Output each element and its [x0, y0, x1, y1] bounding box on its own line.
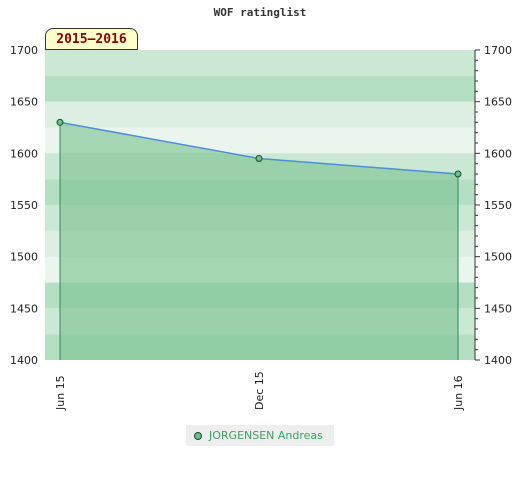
y-tick-label-left: 1600 — [10, 147, 38, 160]
y-tick-label-left: 1550 — [10, 199, 38, 212]
grid-band — [45, 50, 475, 76]
x-axis: Jun 15 Dec 15 Jun 16 — [54, 371, 465, 411]
grid-band-light — [45, 101, 475, 128]
y-tick-label-left: 1450 — [10, 302, 38, 315]
y-axis-left: 1400 1450 1500 1550 1600 1650 1700 — [10, 44, 38, 367]
series-markers — [56, 118, 462, 178]
data-point — [255, 155, 263, 162]
data-point — [56, 118, 64, 126]
y-tick-label-right: 1500 — [484, 251, 512, 264]
y-tick-label-left: 1650 — [10, 96, 38, 109]
legend-label: JORGENSEN Andreas — [209, 429, 323, 442]
y-tick-label-right: 1650 — [484, 96, 512, 109]
x-tick-label: Jun 16 — [452, 375, 465, 411]
y-tick-label-left: 1700 — [10, 44, 38, 57]
grid-band — [45, 75, 475, 102]
drop-lines — [59, 122, 459, 360]
season-badge: 2015–2016 — [45, 28, 138, 50]
series-area — [60, 122, 458, 360]
y-tick-label-right: 1600 — [484, 147, 512, 160]
data-point — [454, 170, 462, 178]
y-axis-right: 1400 1450 1500 1550 1600 1650 1700 — [474, 44, 512, 367]
y-tick-label-right: 1400 — [484, 354, 512, 367]
legend-marker-icon — [194, 431, 202, 440]
y-tick-label-right: 1700 — [484, 44, 512, 57]
y-tick-label-left: 1400 — [10, 354, 38, 367]
x-tick-label: Dec 15 — [253, 371, 266, 410]
series-area-fill — [60, 122, 458, 360]
y-tick-label-left: 1500 — [10, 251, 38, 264]
chart-title: WOF ratinglist — [213, 6, 307, 19]
legend[interactable]: JORGENSEN Andreas — [186, 425, 334, 446]
y-tick-label-right: 1550 — [484, 199, 512, 212]
y-tick-label-right: 1450 — [484, 302, 512, 315]
x-tick-label: Jun 15 — [54, 375, 67, 411]
